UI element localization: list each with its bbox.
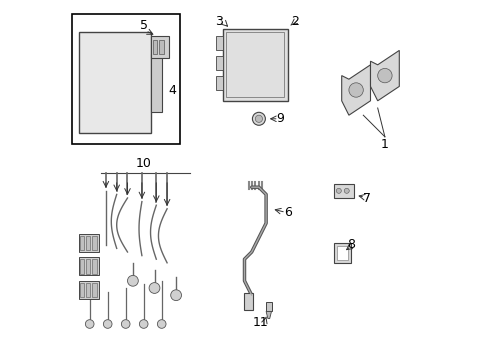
Bar — [223, 29, 287, 101]
Circle shape — [170, 290, 181, 301]
Bar — [92, 283, 96, 297]
Bar — [92, 236, 96, 250]
Circle shape — [121, 320, 130, 328]
Text: 10: 10 — [136, 157, 151, 170]
Bar — [337, 246, 347, 260]
Text: 1: 1 — [380, 138, 388, 150]
Circle shape — [103, 320, 112, 328]
Bar — [159, 40, 163, 54]
Bar — [79, 257, 99, 275]
Polygon shape — [341, 65, 370, 115]
Text: 6: 6 — [283, 206, 291, 219]
Bar — [152, 40, 157, 54]
Text: 4: 4 — [168, 84, 176, 96]
Polygon shape — [265, 311, 271, 319]
Bar — [215, 76, 223, 90]
Circle shape — [336, 188, 341, 193]
Text: 5: 5 — [140, 19, 147, 32]
Bar — [86, 259, 90, 274]
Bar — [80, 236, 84, 250]
Bar — [79, 32, 151, 133]
Text: 9: 9 — [276, 112, 284, 125]
Circle shape — [139, 320, 148, 328]
Circle shape — [149, 283, 160, 293]
Text: 3: 3 — [215, 15, 223, 28]
Circle shape — [344, 188, 348, 193]
Bar — [265, 302, 271, 311]
Text: 11: 11 — [252, 316, 268, 329]
Bar — [226, 32, 284, 97]
Circle shape — [348, 83, 363, 97]
Bar — [86, 236, 90, 250]
Bar — [334, 243, 350, 263]
Bar — [86, 283, 90, 297]
Bar — [215, 56, 223, 70]
Circle shape — [85, 320, 94, 328]
Circle shape — [252, 112, 265, 125]
Bar — [244, 293, 253, 310]
Bar — [151, 54, 162, 112]
Circle shape — [255, 115, 262, 122]
Circle shape — [377, 68, 391, 83]
Polygon shape — [370, 50, 399, 101]
Bar — [151, 36, 168, 58]
Bar — [92, 259, 96, 274]
Bar — [334, 184, 354, 198]
Bar — [79, 281, 99, 299]
Bar — [80, 283, 84, 297]
Text: 8: 8 — [346, 238, 354, 251]
Circle shape — [157, 320, 166, 328]
Text: 7: 7 — [362, 192, 370, 204]
Bar — [79, 234, 99, 252]
Bar — [80, 259, 84, 274]
Circle shape — [127, 275, 138, 286]
Text: 2: 2 — [290, 15, 298, 28]
Bar — [72, 14, 179, 144]
Bar — [215, 36, 223, 50]
